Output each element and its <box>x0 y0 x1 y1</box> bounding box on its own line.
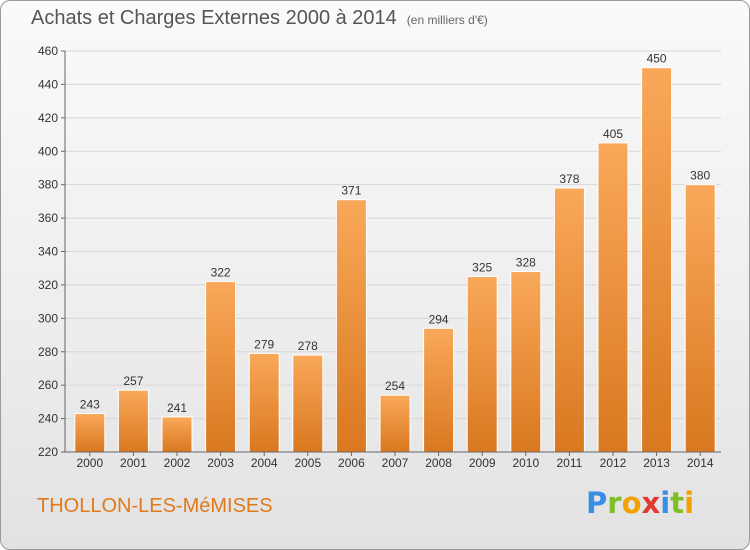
location-name: THOLLON-LES-MéMISES <box>37 495 273 517</box>
x-tick-label: 2003 <box>207 456 234 470</box>
x-tick-label: 2006 <box>338 456 365 470</box>
y-tick-label: 320 <box>38 278 58 292</box>
bar <box>510 271 542 453</box>
logo-letter: t <box>670 486 685 520</box>
y-tick-label: 460 <box>38 44 58 58</box>
x-tick-label: 2013 <box>643 456 670 470</box>
x-tick-label: 2009 <box>469 456 496 470</box>
y-tick-label: 240 <box>38 412 58 426</box>
chart-title-text: Achats et Charges Externes 2000 à 2014 <box>31 7 397 29</box>
axes: 220 240 260 280 300 320 340 360 380 400 420 440 460 2… <box>38 44 721 470</box>
bar-value-label: 322 <box>211 266 231 280</box>
bar <box>161 416 193 453</box>
y-tick-label: 360 <box>38 211 58 225</box>
y-tick-label: 220 <box>38 445 58 459</box>
x-tick-label: 2002 <box>164 456 191 470</box>
bar-value-label: 371 <box>341 184 361 198</box>
x-tick-label: 2008 <box>425 456 452 470</box>
y-tick-label: 260 <box>38 378 58 392</box>
bar <box>117 389 149 453</box>
bar <box>248 352 280 453</box>
x-tick-label: 2007 <box>382 456 409 470</box>
data-labels: 243 257 241 322 279 278 371 254 294 325 328 378 405 4… <box>80 52 711 415</box>
y-tick-label: 300 <box>38 311 58 325</box>
bar-value-label: 325 <box>472 261 492 275</box>
bar-value-label: 450 <box>647 52 667 66</box>
y-tick-label: 380 <box>38 178 58 192</box>
bar <box>553 187 585 453</box>
logo-letter: r <box>607 486 622 520</box>
logo-letter: i <box>660 486 671 520</box>
x-tick-label: 2010 <box>512 456 539 470</box>
logo-letter: x <box>641 486 661 520</box>
x-tick-label: 2005 <box>294 456 321 470</box>
bar-value-label: 254 <box>385 379 405 393</box>
y-tick-label: 420 <box>38 111 58 125</box>
chart-subtitle: (en milliers d'€) <box>406 13 488 27</box>
bar <box>423 327 455 453</box>
bar-value-label: 241 <box>167 401 187 415</box>
bar <box>205 281 237 453</box>
bar-value-label: 278 <box>298 339 318 353</box>
bar <box>335 199 367 453</box>
x-tick-label: 2011 <box>556 456 582 470</box>
x-tick-label: 2001 <box>120 456 147 470</box>
bar-value-label: 405 <box>603 127 623 141</box>
bar-value-label: 380 <box>690 169 710 183</box>
chart-title: Achats et Charges Externes 2000 à 2014 (e… <box>31 7 488 30</box>
x-tick-label: 2000 <box>76 456 103 470</box>
x-tick-label: 2014 <box>687 456 714 470</box>
bar-value-label: 279 <box>254 337 274 351</box>
bar-value-label: 328 <box>516 256 536 270</box>
bar <box>74 413 106 453</box>
logo-letter: i <box>684 486 695 520</box>
bars <box>74 67 716 453</box>
bar <box>379 394 411 453</box>
y-tick-label: 340 <box>38 245 58 259</box>
proxiti-logo: Proxiti <box>586 486 694 520</box>
y-tick-label: 440 <box>38 77 58 91</box>
x-tick-label: 2012 <box>600 456 627 470</box>
logo-letter: P <box>586 486 608 520</box>
bar <box>466 276 498 453</box>
bar-value-label: 257 <box>123 374 143 388</box>
y-tick-label: 400 <box>38 144 58 158</box>
bar <box>641 67 673 453</box>
bar-value-label: 378 <box>559 172 579 186</box>
bar <box>292 354 324 453</box>
y-tick-label: 280 <box>38 345 58 359</box>
bar-value-label: 294 <box>429 312 449 326</box>
bar-value-label: 243 <box>80 398 100 412</box>
x-tick-label: 2004 <box>251 456 278 470</box>
bar <box>684 184 716 453</box>
logo-letter: o <box>621 486 642 520</box>
bar <box>597 142 629 453</box>
